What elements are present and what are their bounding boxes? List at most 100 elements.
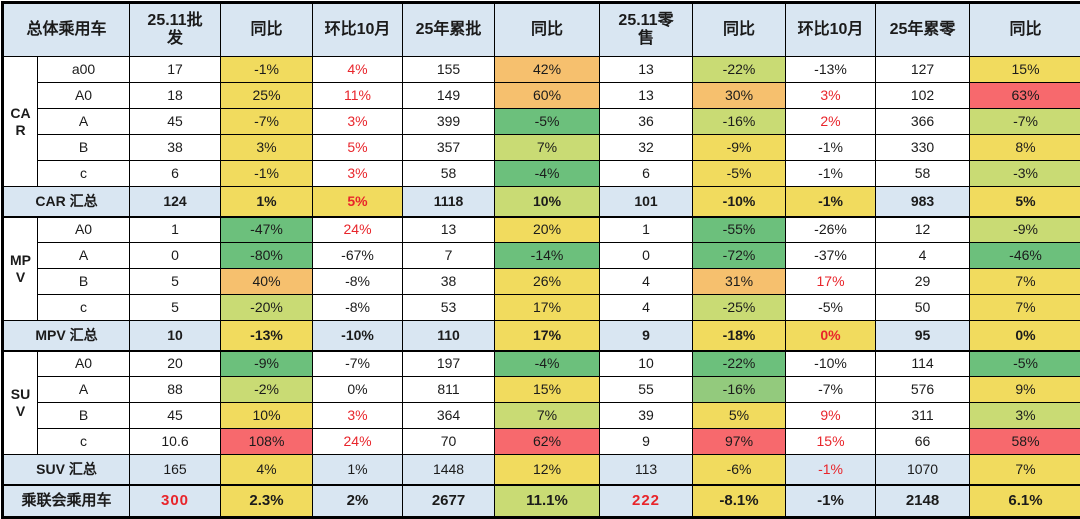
footer-value-mom-wholesale: 2% [312,484,404,518]
value-cell-yoy-cum-wholesale: 17% [494,294,601,321]
value-cell-wholesale: 38 [129,134,222,161]
value-cell-yoy-cum-wholesale: 62% [494,428,601,455]
summary-value-cum-wholesale: 1118 [402,186,496,218]
summary-value-yoy-retail: -18% [692,320,787,352]
value-cell-cum-retail: 12 [875,216,971,243]
value-cell-yoy-wholesale: 25% [220,82,314,109]
value-cell-wholesale: 45 [129,108,222,135]
value-cell-mom-wholesale: -67% [312,242,404,269]
value-cell-yoy-retail: 30% [692,82,787,109]
summary-value-cum-retail: 983 [875,186,971,218]
value-cell-wholesale: 18 [129,82,222,109]
value-cell-wholesale: 88 [129,376,222,403]
value-cell-mom-retail: -10% [785,350,877,377]
value-cell-wholesale: 45 [129,402,222,429]
value-cell-yoy-wholesale: -7% [220,108,314,135]
footer-value-yoy-retail: -8.1% [692,484,787,518]
header-cell-yoy-cum-wholesale: 同比 [494,2,601,57]
value-cell-mom-wholesale: 3% [312,402,404,429]
value-cell-mom-retail: 17% [785,268,877,295]
value-cell-mom-wholesale: 5% [312,134,404,161]
header-cell-yoy-wholesale: 同比 [220,2,314,57]
value-cell-yoy-retail: -9% [692,134,787,161]
category-cell: A [36,376,131,403]
value-cell-yoy-cum-wholesale: 15% [494,376,601,403]
summary-value-yoy-cum-wholesale: 12% [494,454,601,486]
footer-value-yoy-wholesale: 2.3% [220,484,314,518]
value-cell-cum-wholesale: 357 [402,134,496,161]
footer-value-mom-retail: -1% [785,484,877,518]
value-cell-retail: 4 [599,268,694,295]
summary-value-mom-retail: -1% [785,454,877,486]
value-cell-yoy-retail: -22% [692,56,787,83]
value-cell-mom-wholesale: -7% [312,350,404,377]
value-cell-mom-retail: -1% [785,134,877,161]
value-cell-wholesale: 5 [129,268,222,295]
summary-value-mom-retail: -1% [785,186,877,218]
value-cell-yoy-wholesale: 108% [220,428,314,455]
value-cell-retail: 1 [599,216,694,243]
summary-value-cum-wholesale: 1448 [402,454,496,486]
category-cell: B [36,134,131,161]
summary-label-mpv: MPV 汇总 [1,320,131,352]
value-cell-yoy-wholesale: 40% [220,268,314,295]
value-cell-mom-wholesale: 3% [312,160,404,187]
value-cell-yoy-cum-retail: 63% [969,82,1080,109]
value-cell-retail: 13 [599,56,694,83]
value-cell-yoy-cum-wholesale: -5% [494,108,601,135]
summary-value-yoy-wholesale: -13% [220,320,314,352]
summary-value-yoy-wholesale: 1% [220,186,314,218]
category-cell: B [36,268,131,295]
category-cell: c [36,160,131,187]
category-cell: B [36,402,131,429]
value-cell-retail: 55 [599,376,694,403]
value-cell-cum-wholesale: 149 [402,82,496,109]
category-cell: A0 [36,350,131,377]
summary-value-retail: 101 [599,186,694,218]
summary-value-wholesale: 165 [129,454,222,486]
header-cell-wholesale: 25.11批 发 [129,2,222,57]
value-cell-cum-wholesale: 70 [402,428,496,455]
value-cell-cum-wholesale: 197 [402,350,496,377]
summary-value-yoy-cum-wholesale: 17% [494,320,601,352]
value-cell-yoy-retail: -55% [692,216,787,243]
value-cell-yoy-wholesale: -47% [220,216,314,243]
section-label-mpv: MPV [2,216,38,321]
summary-label-suv: SUV 汇总 [1,454,131,486]
value-cell-yoy-retail: -72% [692,242,787,269]
value-cell-retail: 39 [599,402,694,429]
value-cell-cum-retail: 366 [875,108,971,135]
value-cell-yoy-cum-wholesale: -4% [494,160,601,187]
value-cell-cum-retail: 102 [875,82,971,109]
value-cell-yoy-retail: -16% [692,108,787,135]
header-cell-cum-wholesale: 25年累批 [402,2,496,57]
value-cell-yoy-cum-wholesale: 42% [494,56,601,83]
value-cell-yoy-cum-retail: -3% [969,160,1080,187]
value-cell-cum-wholesale: 155 [402,56,496,83]
value-cell-mom-wholesale: 3% [312,108,404,135]
value-cell-yoy-retail: -16% [692,376,787,403]
value-cell-retail: 10 [599,350,694,377]
category-cell: A [36,242,131,269]
value-cell-cum-wholesale: 38 [402,268,496,295]
value-cell-retail: 32 [599,134,694,161]
value-cell-yoy-cum-retail: 7% [969,294,1080,321]
value-cell-cum-retail: 66 [875,428,971,455]
value-cell-retail: 0 [599,242,694,269]
value-cell-retail: 13 [599,82,694,109]
summary-value-yoy-cum-retail: 7% [969,454,1080,486]
header-cell-main: 总体乘用车 [1,2,131,57]
value-cell-cum-wholesale: 58 [402,160,496,187]
value-cell-yoy-wholesale: -2% [220,376,314,403]
value-cell-yoy-cum-retail: 3% [969,402,1080,429]
value-cell-wholesale: 1 [129,216,222,243]
value-cell-wholesale: 5 [129,294,222,321]
value-cell-yoy-cum-retail: 7% [969,268,1080,295]
summary-value-retail: 9 [599,320,694,352]
value-cell-yoy-retail: -25% [692,294,787,321]
value-cell-retail: 36 [599,108,694,135]
value-cell-yoy-retail: -22% [692,350,787,377]
summary-value-yoy-retail: -10% [692,186,787,218]
